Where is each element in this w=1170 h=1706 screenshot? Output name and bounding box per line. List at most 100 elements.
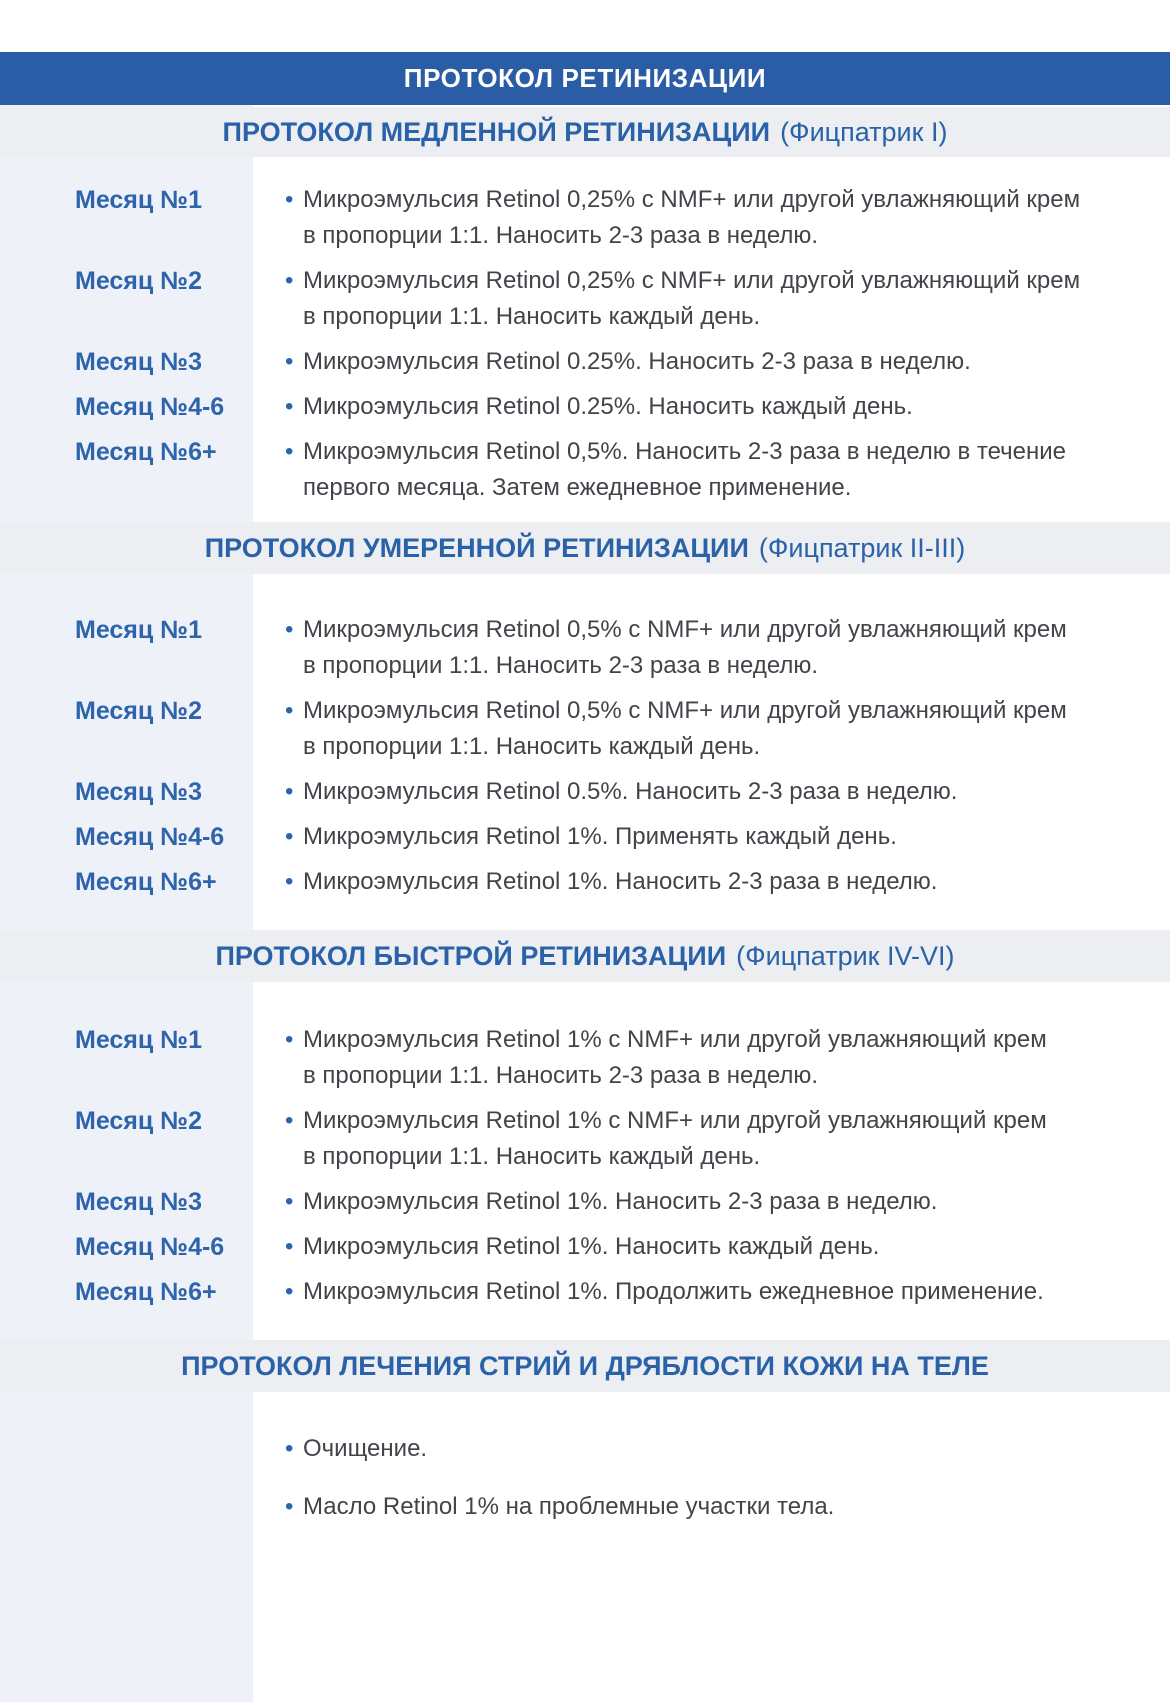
section-subtitle: (Фицпатрик IV-VI) <box>736 940 955 971</box>
month-label: Месяц №6+ <box>75 438 217 466</box>
month-label: Месяц №1 <box>75 186 202 214</box>
bullet-icon: • <box>285 1435 294 1462</box>
row-body: • Микроэмульсия Retinol 1%. Применять ка… <box>285 819 897 855</box>
section-header: ПРОТОКОЛ МЕДЛЕННОЙ РЕТИНИЗАЦИИ (Фицпатри… <box>0 107 1170 157</box>
protocol-text: Микроэмульсия Retinol 0,5%. Наносить 2-3… <box>303 438 1066 501</box>
row-body: • Микроэмульсия Retinol 1%. Продолжить е… <box>285 1274 1044 1310</box>
row-body: • Микроэмульсия Retinol 0,25% с NMF+ или… <box>285 263 1080 335</box>
protocol-text: Микроэмульсия Retinol 0.25%. Наносить ка… <box>303 393 913 420</box>
protocol-text: Микроэмульсия Retinol 0.25%. Наносить 2-… <box>303 348 971 375</box>
month-label: Месяц №6+ <box>75 1278 217 1306</box>
bullet-icon: • <box>285 348 294 375</box>
bullet-icon: • <box>285 438 294 465</box>
protocol-section-fast: ПРОТОКОЛ БЫСТРОЙ РЕТИНИЗАЦИИ (Фицпатрик … <box>0 930 1170 1340</box>
protocol-row: Месяц №1 • Микроэмульсия Retinol 0,5% с … <box>0 612 1170 684</box>
month-label: Месяц №4-6 <box>75 1233 225 1261</box>
section-rows: • Очищение. • Масло Retinol 1% на пробле… <box>0 1392 1170 1525</box>
section-subtitle: (Фицпатрик I) <box>780 116 948 147</box>
month-label: Месяц №3 <box>75 1188 202 1216</box>
protocol-row: Месяц №2 • Микроэмульсия Retinol 1% с NM… <box>0 1103 1170 1175</box>
bullet-icon: • <box>285 778 294 805</box>
month-label: Месяц №6+ <box>75 868 217 896</box>
document-title-bar: ПРОТОКОЛ РЕТИНИЗАЦИИ <box>0 52 1170 105</box>
section-header: ПРОТОКОЛ УМЕРЕННОЙ РЕТИНИЗАЦИИ (Фицпатри… <box>0 522 1170 574</box>
protocol-row: Месяц №2 • Микроэмульсия Retinol 0,25% с… <box>0 263 1170 335</box>
month-label: Месяц №2 <box>75 267 202 295</box>
month-label: Месяц №1 <box>75 616 202 644</box>
month-label: Месяц №1 <box>75 1026 202 1054</box>
month-label: Месяц №3 <box>75 778 202 806</box>
protocol-text: Микроэмульсия Retinol 1%. Наносить 2-3 р… <box>303 868 938 895</box>
bullet-icon: • <box>285 1493 294 1520</box>
bullet-icon: • <box>285 1026 294 1053</box>
row-body: • Микроэмульсия Retinol 0,5% с NMF+ или … <box>285 612 1067 684</box>
row-body: • Микроэмульсия Retinol 0,5%. Наносить 2… <box>285 434 1066 506</box>
month-label: Месяц №4-6 <box>75 823 225 851</box>
protocol-row: Месяц №6+ • Микроэмульсия Retinol 1%. На… <box>0 864 1170 900</box>
protocol-row: Месяц №4-6 • Микроэмульсия Retinol 0.25%… <box>0 389 1170 425</box>
section-rows: Месяц №1 • Микроэмульсия Retinol 1% с NM… <box>0 982 1170 1340</box>
protocol-text: Микроэмульсия Retinol 0,25% с NMF+ или д… <box>303 186 1081 249</box>
section-title: ПРОТОКОЛ ЛЕЧЕНИЯ СТРИЙ И ДРЯБЛОСТИ КОЖИ … <box>181 1350 989 1381</box>
protocol-row: Месяц №6+ • Микроэмульсия Retinol 0,5%. … <box>0 434 1170 506</box>
section-header: ПРОТОКОЛ ЛЕЧЕНИЯ СТРИЙ И ДРЯБЛОСТИ КОЖИ … <box>0 1340 1170 1392</box>
protocol-text: Микроэмульсия Retinol 0,5% с NMF+ или др… <box>303 697 1067 760</box>
protocol-text: Масло Retinol 1% на проблемные участки т… <box>303 1493 835 1520</box>
section-subtitle: (Фицпатрик II-III) <box>758 532 966 563</box>
protocol-text: Микроэмульсия Retinol 0,5% с NMF+ или др… <box>303 616 1067 679</box>
protocol-row: Месяц №3 • Микроэмульсия Retinol 0.25%. … <box>0 344 1170 380</box>
protocol-row: Месяц №2 • Микроэмульсия Retinol 0,5% с … <box>0 693 1170 765</box>
protocol-text: Микроэмульсия Retinol 0.5%. Наносить 2-3… <box>303 778 958 805</box>
row-body: • Микроэмульсия Retinol 1%. Наносить 2-3… <box>285 864 937 900</box>
row-body: • Микроэмульсия Retinol 1%. Наносить 2-3… <box>285 1184 937 1220</box>
row-body: • Микроэмульсия Retinol 0.5%. Наносить 2… <box>285 774 957 810</box>
protocol-section-moderate: ПРОТОКОЛ УМЕРЕННОЙ РЕТИНИЗАЦИИ (Фицпатри… <box>0 522 1170 930</box>
bullet-icon: • <box>285 823 294 850</box>
protocol-section-body-skin: ПРОТОКОЛ ЛЕЧЕНИЯ СТРИЙ И ДРЯБЛОСТИ КОЖИ … <box>0 1340 1170 1525</box>
bullet-icon: • <box>285 868 294 895</box>
bullet-icon: • <box>285 1188 294 1215</box>
protocol-text: Микроэмульсия Retinol 1% с NMF+ или друг… <box>303 1107 1047 1170</box>
bullet-icon: • <box>285 1233 294 1260</box>
row-body: • Микроэмульсия Retinol 1% с NMF+ или др… <box>285 1103 1047 1175</box>
bullet-icon: • <box>285 186 294 213</box>
bullet-icon: • <box>285 1278 294 1305</box>
month-label: Месяц №2 <box>75 697 202 725</box>
protocol-text: Микроэмульсия Retinol 1%. Наносить 2-3 р… <box>303 1188 938 1215</box>
protocol-row: • Очищение. <box>0 1431 1170 1467</box>
protocol-row: Месяц №1 • Микроэмульсия Retinol 0,25% с… <box>0 182 1170 254</box>
document-title: ПРОТОКОЛ РЕТИНИЗАЦИИ <box>403 63 767 93</box>
section-rows: Месяц №1 • Микроэмульсия Retinol 0,5% с … <box>0 574 1170 930</box>
protocol-text: Микроэмульсия Retinol 1%. Продолжить еже… <box>303 1278 1044 1305</box>
protocol-text: Микроэмульсия Retinol 0,25% с NMF+ или д… <box>303 267 1081 330</box>
row-body: • Очищение. <box>285 1431 427 1467</box>
row-body: • Микроэмульсия Retinol 1%. Наносить каж… <box>285 1229 879 1265</box>
protocol-row: Месяц №3 • Микроэмульсия Retinol 1%. Нан… <box>0 1184 1170 1220</box>
protocol-text: Микроэмульсия Retinol 1% с NMF+ или друг… <box>303 1026 1047 1089</box>
row-body: • Микроэмульсия Retinol 0.25%. Наносить … <box>285 344 971 380</box>
page: ПРОТОКОЛ РЕТИНИЗАЦИИ ПРОТОКОЛ МЕДЛЕННОЙ … <box>0 52 1170 1702</box>
section-header: ПРОТОКОЛ БЫСТРОЙ РЕТИНИЗАЦИИ (Фицпатрик … <box>0 930 1170 982</box>
protocol-section-slow: ПРОТОКОЛ МЕДЛЕННОЙ РЕТИНИЗАЦИИ (Фицпатри… <box>0 107 1170 522</box>
month-label: Месяц №4-6 <box>75 393 225 421</box>
protocol-row: • Масло Retinol 1% на проблемные участки… <box>0 1489 1170 1525</box>
row-body: • Микроэмульсия Retinol 1% с NMF+ или др… <box>285 1022 1047 1094</box>
month-label: Месяц №3 <box>75 348 202 376</box>
month-label: Месяц №2 <box>75 1107 202 1135</box>
bullet-icon: • <box>285 616 294 643</box>
protocol-text: Микроэмульсия Retinol 1%. Наносить кажды… <box>303 1233 880 1260</box>
protocol-text: Микроэмульсия Retinol 1%. Применять кажд… <box>303 823 897 850</box>
row-body: • Микроэмульсия Retinol 0,25% с NMF+ или… <box>285 182 1080 254</box>
bullet-icon: • <box>285 267 294 294</box>
protocol-row: Месяц №4-6 • Микроэмульсия Retinol 1%. П… <box>0 819 1170 855</box>
row-body: • Масло Retinol 1% на проблемные участки… <box>285 1489 834 1525</box>
bullet-icon: • <box>285 697 294 724</box>
protocol-row: Месяц №6+ • Микроэмульсия Retinol 1%. Пр… <box>0 1274 1170 1310</box>
protocol-text: Очищение. <box>303 1435 428 1462</box>
section-title: ПРОТОКОЛ УМЕРЕННОЙ РЕТИНИЗАЦИИ <box>204 532 749 563</box>
protocol-row: Месяц №1 • Микроэмульсия Retinol 1% с NM… <box>0 1022 1170 1094</box>
section-rows: Месяц №1 • Микроэмульсия Retinol 0,25% с… <box>0 157 1170 522</box>
protocol-row: Месяц №3 • Микроэмульсия Retinol 0.5%. Н… <box>0 774 1170 810</box>
row-body: • Микроэмульсия Retinol 0.25%. Наносить … <box>285 389 913 425</box>
row-body: • Микроэмульсия Retinol 0,5% с NMF+ или … <box>285 693 1067 765</box>
